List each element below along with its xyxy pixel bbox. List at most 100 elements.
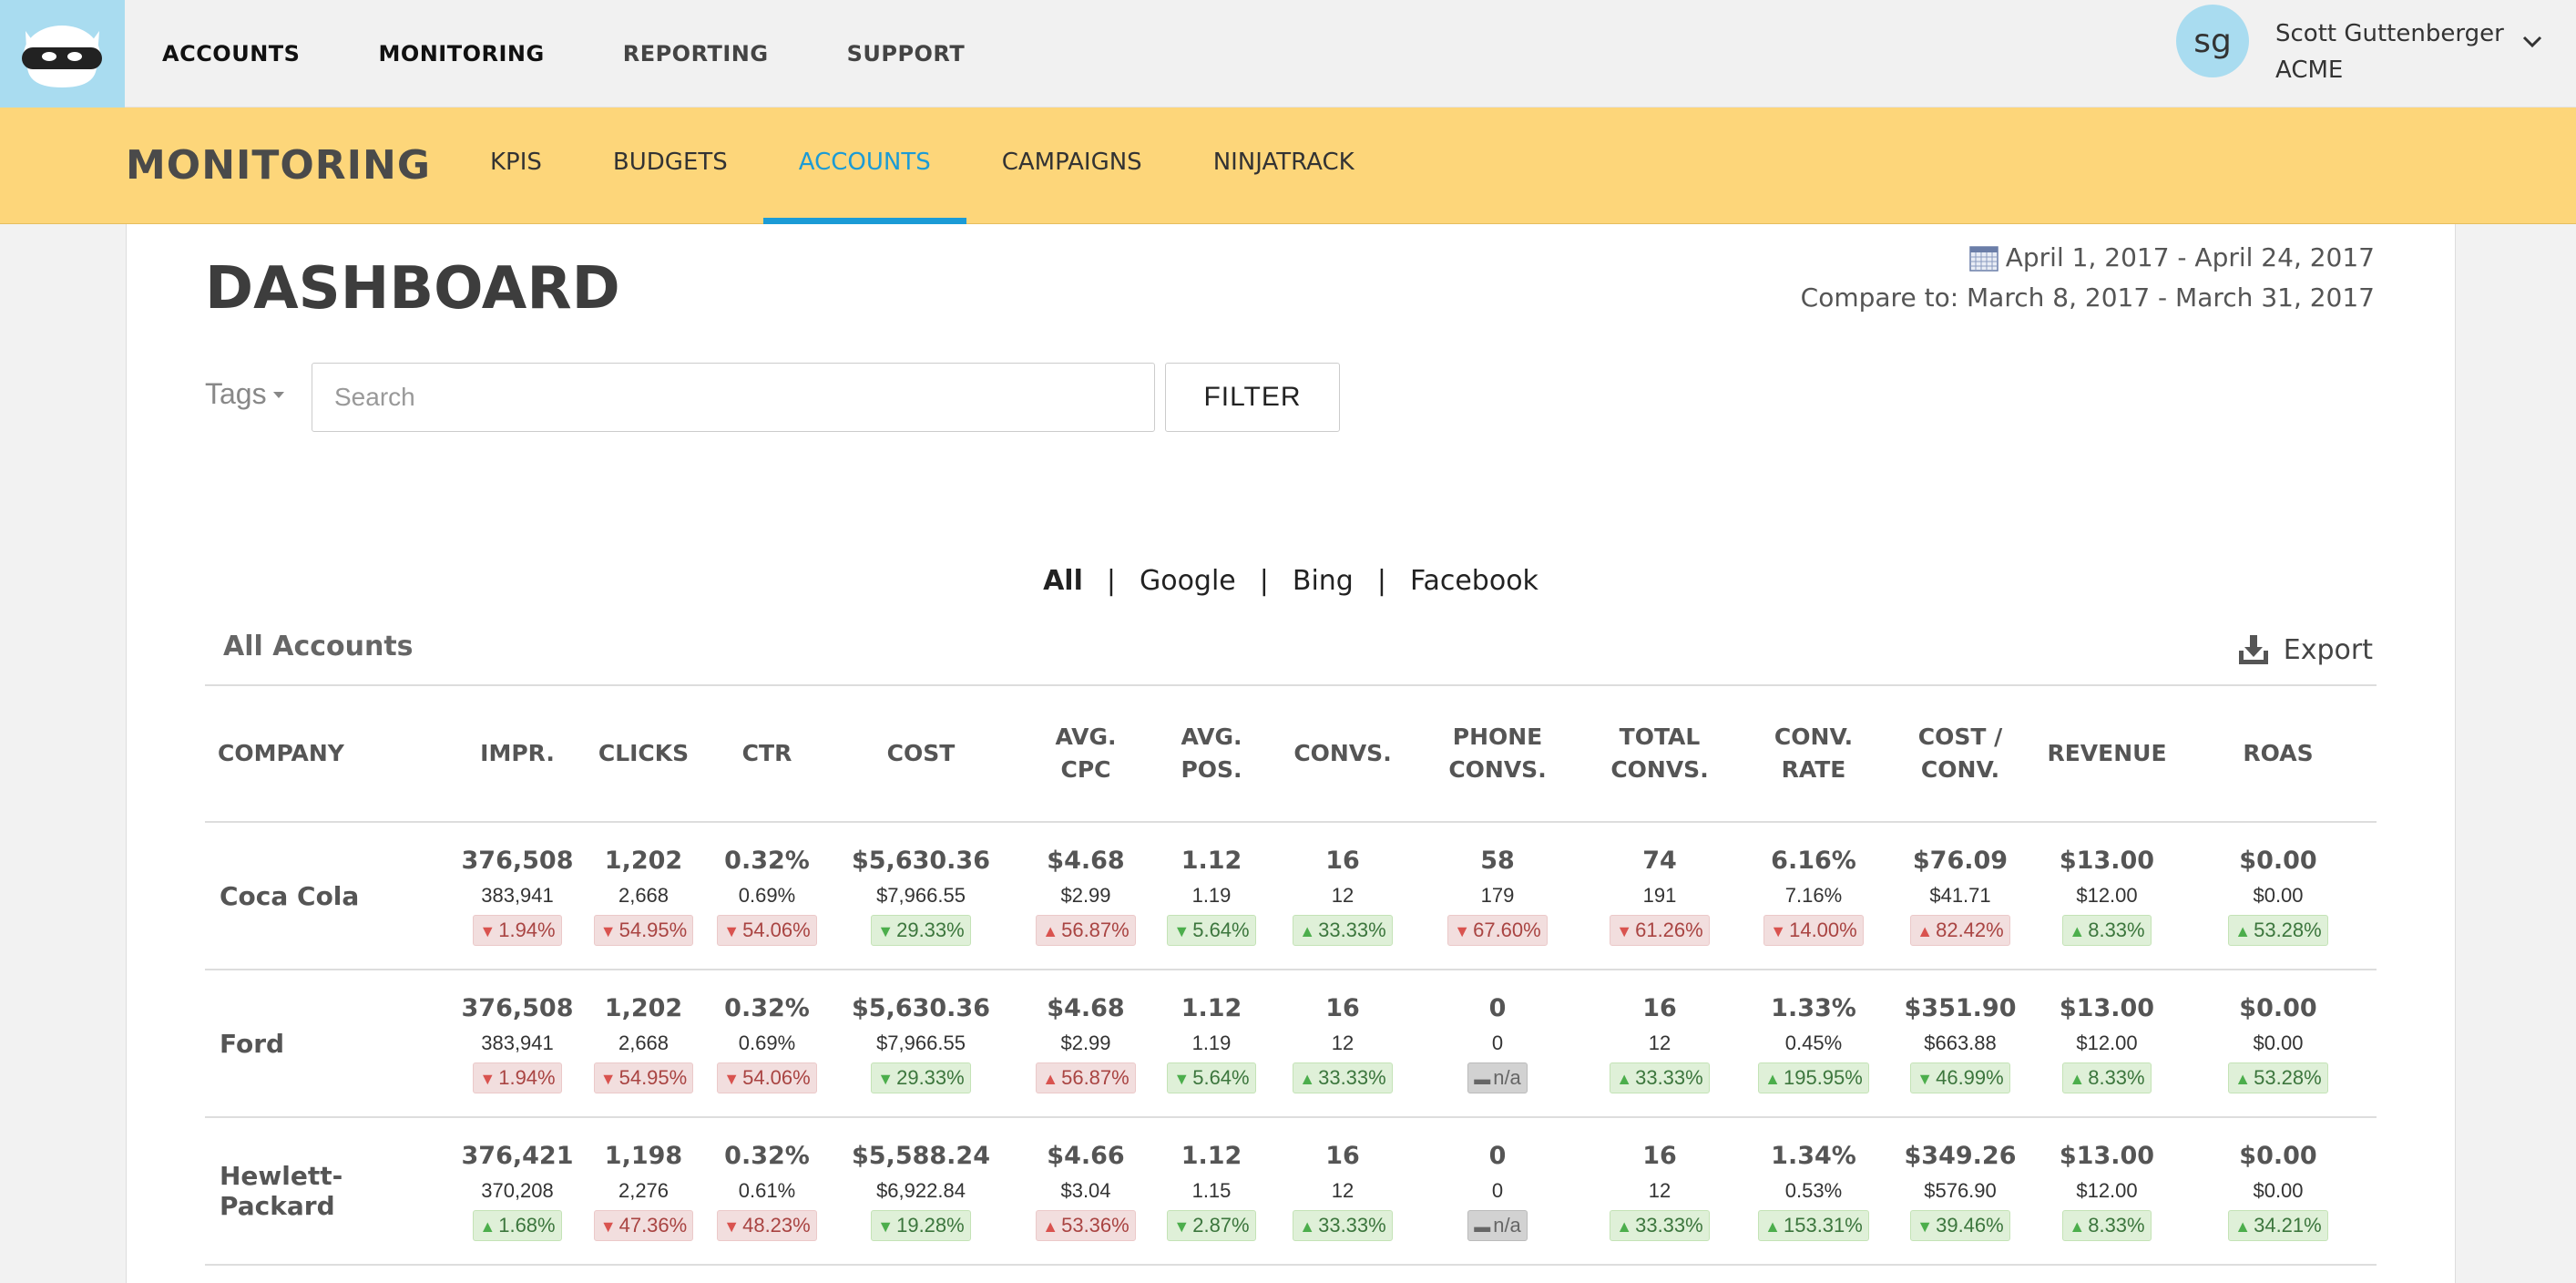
change-value: 29.33% (896, 918, 965, 941)
export-label: Export (2283, 633, 2373, 666)
current-value: 1,202 (604, 846, 683, 875)
column-header[interactable]: CTR (710, 737, 824, 770)
tab-campaigns[interactable]: CAMPAIGNS (1001, 149, 1142, 176)
metric-cell: 1.12 1.15 ▼ 2.87% (1154, 1142, 1269, 1241)
change-badge: ▼ 47.36% (593, 1209, 694, 1241)
column-header-line: COMPANY (218, 740, 344, 766)
date-range-picker[interactable]: April 1, 2017 - April 24, 2017 (1968, 242, 2375, 272)
filter-button[interactable]: FILTER (1165, 363, 1340, 432)
platform-tab-facebook[interactable]: Facebook (1409, 565, 1538, 597)
previous-value: 0.69% (738, 883, 796, 907)
table-section-label: All Accounts (223, 631, 414, 662)
platform-tab-google[interactable]: Google (1139, 565, 1236, 597)
previous-value: 2,668 (618, 1031, 670, 1054)
change-badge: ▼ 5.64% (1167, 914, 1256, 946)
metric-cell: 376,421 370,208 ▲ 1.68% (457, 1142, 578, 1241)
avatar[interactable]: sg (2176, 5, 2249, 77)
chevron-down-icon[interactable] (2519, 27, 2546, 55)
top-nav-support[interactable]: SUPPORT (846, 41, 966, 67)
change-value: 33.33% (1318, 918, 1386, 941)
top-nav-monitoring[interactable]: MONITORING (378, 41, 545, 67)
current-value: 0.32% (724, 1141, 810, 1170)
tab-ninjatrack[interactable]: NINJATRACK (1212, 149, 1354, 176)
current-value: 1.12 (1181, 846, 1242, 875)
dashboard-panel: DASHBOARD April 1, 2017 - April 24, 2017… (126, 224, 2456, 1283)
change-value: 61.26% (1635, 918, 1703, 941)
metric-cell: $76.09 $41.71 ▲ 82.42% (1886, 847, 2034, 946)
previous-value: $7,966.55 (876, 883, 966, 907)
company-name[interactable]: Coca Cola (220, 880, 360, 911)
change-badge: ▼ 1.94% (473, 914, 562, 946)
company-name[interactable]: Ford (220, 1028, 285, 1059)
column-header[interactable]: IMPR. (457, 737, 578, 770)
change-value: 1.94% (498, 1065, 556, 1089)
current-value: $5,630.36 (851, 846, 991, 875)
user-name[interactable]: Scott Guttenberger (2275, 20, 2504, 47)
column-header[interactable]: TOTAL CONVS. (1579, 721, 1741, 786)
current-value: $4.68 (1047, 993, 1125, 1022)
tab-separator: | (1106, 565, 1116, 597)
platform-tab-all[interactable]: All (1043, 565, 1083, 597)
previous-value: 0.69% (738, 1031, 796, 1054)
column-header[interactable]: CONV. RATE (1741, 721, 1886, 786)
company-name[interactable]: Hewlett-Packard (220, 1161, 343, 1221)
current-value: $4.66 (1047, 1141, 1125, 1170)
export-button[interactable]: Export (2236, 632, 2373, 667)
compare-range-text: Compare to: March 8, 2017 - March 31, 20… (1800, 282, 2375, 313)
tab-accounts[interactable]: ACCOUNTS (762, 108, 966, 224)
metric-cell: $0.00 $0.00 ▲ 34.21% (2180, 1142, 2377, 1241)
tab-budgets[interactable]: BUDGETS (612, 149, 728, 176)
metric-cell: 6.16% 7.16% ▼ 14.00% (1741, 847, 1886, 946)
column-header[interactable]: COST / CONV. (1886, 721, 2034, 786)
arrow-up-icon: ▲ (2069, 921, 2086, 940)
arrow-up-icon: ▲ (2234, 1069, 2252, 1088)
metric-cell: $4.68 $2.99 ▲ 56.87% (1017, 847, 1154, 946)
current-value: $349.26 (1904, 1141, 2017, 1170)
change-value: 47.36% (618, 1213, 688, 1237)
current-value: $5,588.24 (851, 1141, 991, 1170)
metric-cell: $0.00 $0.00 ▲ 53.28% (2180, 847, 2377, 946)
column-header-line: CONV. (1920, 756, 2000, 783)
top-navigation-bar: ACCOUNTS MONITORING REPORTING SUPPORT sg… (0, 0, 2576, 108)
tags-label: Tags (205, 377, 267, 410)
column-header-line: TOTAL (1619, 724, 1701, 750)
change-value: 5.64% (1192, 1065, 1250, 1089)
change-badge: ▲ 82.42% (1910, 914, 2010, 946)
search-input[interactable] (312, 363, 1155, 432)
previous-value: $6,922.84 (876, 1178, 966, 1202)
date-range-text[interactable]: April 1, 2017 - April 24, 2017 (2005, 242, 2375, 272)
column-header[interactable]: COST (824, 737, 1017, 770)
metric-cell: $5,588.24 $6,922.84 ▼ 19.28% (824, 1142, 1017, 1241)
tab-kpis[interactable]: KPIS (490, 149, 542, 176)
column-header[interactable]: AVG. CPC (1017, 721, 1154, 786)
arrow-down-icon: ▼ (1917, 1216, 1934, 1236)
metric-cell: $13.00 $12.00 ▲ 8.33% (2034, 1142, 2180, 1241)
top-nav-accounts[interactable]: ACCOUNTS (162, 41, 301, 67)
current-value: 376,421 (461, 1141, 574, 1170)
current-value: 376,508 (461, 846, 574, 875)
arrow-up-icon: ▲ (1764, 1216, 1781, 1236)
change-badge: ▬ n/a (1467, 1062, 1528, 1093)
table-row[interactable]: Ford 376,508 383,941 ▼ 1.94% 1,202 2,668 ▼ 54.95… (205, 970, 2377, 1118)
column-header[interactable]: AVG. POS. (1154, 721, 1269, 786)
column-header[interactable]: REVENUE (2034, 737, 2180, 770)
column-header[interactable]: CLICKS (578, 737, 710, 770)
column-header[interactable]: CONVS. (1269, 737, 1416, 770)
arrow-up-icon: ▲ (1764, 1069, 1781, 1088)
platform-tab-bing[interactable]: Bing (1292, 565, 1354, 597)
metric-cell: 376,508 383,941 ▼ 1.94% (457, 847, 578, 946)
tab-separator: | (1259, 565, 1269, 597)
column-header[interactable]: COMPANY (205, 737, 457, 770)
ninja-logo-icon[interactable] (0, 0, 125, 108)
table-body: Coca Cola 376,508 383,941 ▼ 1.94% 1,202 2,668 ▼… (205, 823, 2377, 1266)
current-value: 16 (1642, 993, 1677, 1022)
column-header[interactable]: ROAS (2180, 737, 2377, 770)
tags-dropdown[interactable]: Tags (205, 377, 285, 411)
top-nav-reporting[interactable]: REPORTING (622, 41, 769, 67)
current-value: 16 (1325, 1141, 1360, 1170)
column-header[interactable]: PHONE CONVS. (1416, 721, 1579, 786)
previous-value: $576.90 (1924, 1178, 1997, 1202)
arrow-up-icon: ▲ (1042, 921, 1059, 940)
table-row[interactable]: Coca Cola 376,508 383,941 ▼ 1.94% 1,202 2,668 ▼… (205, 823, 2377, 970)
table-row[interactable]: Hewlett-Packard 376,421 370,208 ▲ 1.68% 1,198… (205, 1118, 2377, 1266)
